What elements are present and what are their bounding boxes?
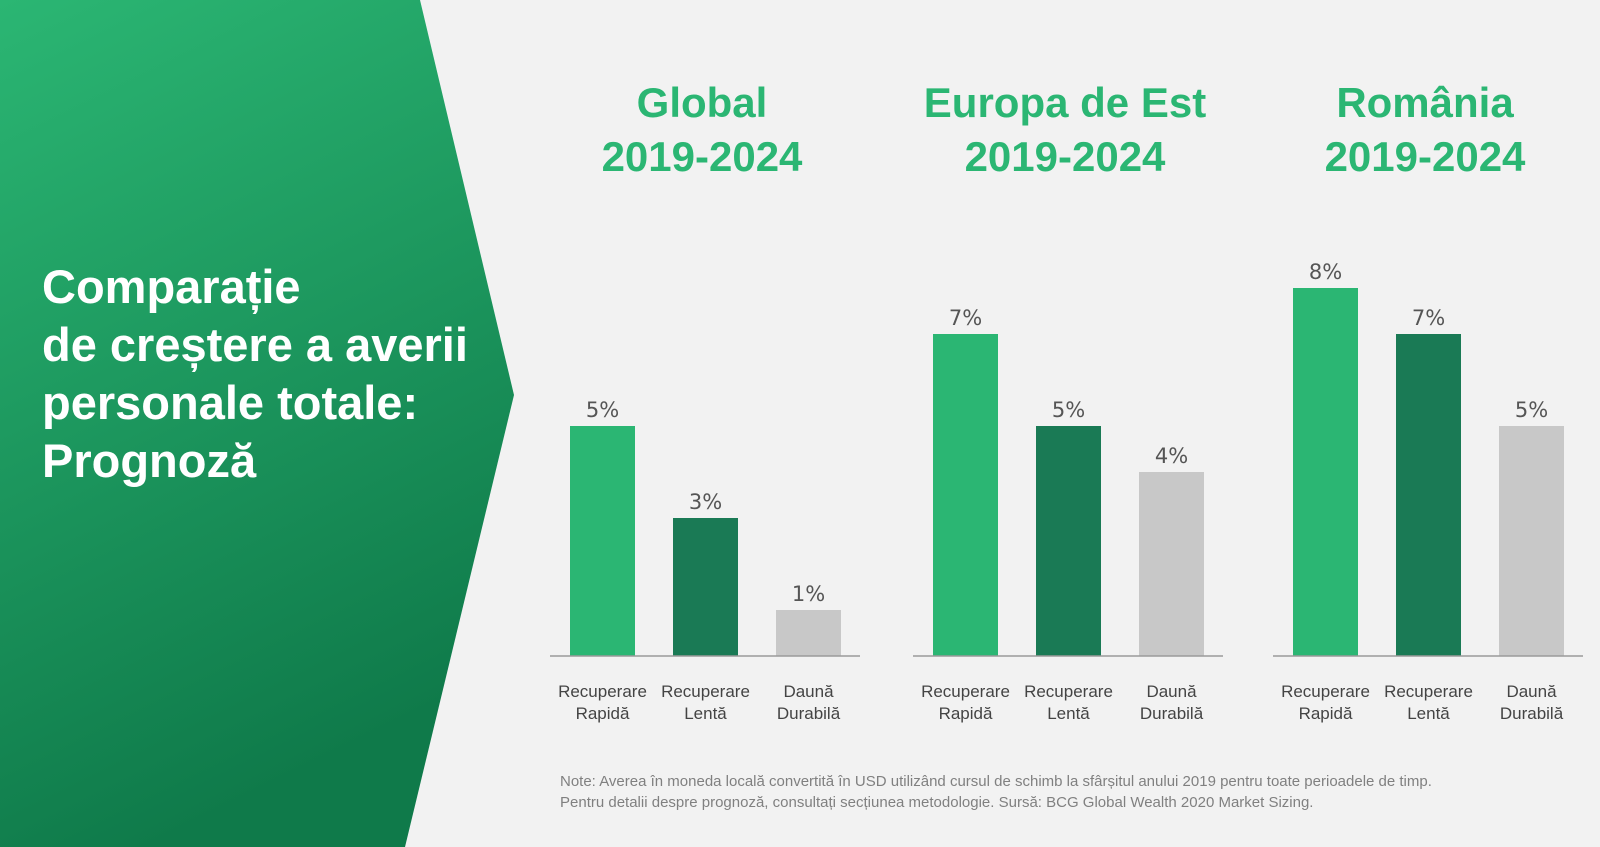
category-label: Durabilă — [1500, 704, 1564, 723]
bar — [570, 426, 635, 656]
data-label: 5% — [586, 398, 619, 422]
category-label: Recuperare — [1281, 682, 1370, 701]
data-label: 3% — [689, 490, 722, 514]
chart-subtitle: 2019-2024 — [602, 133, 803, 180]
chart-title: Europa de Est — [924, 79, 1206, 126]
chart-title: România — [1336, 79, 1514, 126]
bar — [1499, 426, 1564, 656]
category-label: Recuperare — [661, 682, 750, 701]
category-label: Rapidă — [1299, 704, 1353, 723]
side-panel: Comparație de creștere a averii personal… — [0, 0, 520, 847]
side-title-line: Comparație — [42, 260, 301, 313]
category-label: Lentă — [1047, 704, 1090, 723]
bar — [673, 518, 738, 656]
category-label: Rapidă — [939, 704, 993, 723]
bar — [1396, 334, 1461, 656]
category-label: Durabilă — [1140, 704, 1204, 723]
category-label: Recuperare — [1024, 682, 1113, 701]
data-label: 5% — [1515, 398, 1548, 422]
data-label: 1% — [792, 582, 825, 606]
category-label: Rapidă — [576, 704, 630, 723]
footnote-line: Pentru detalii despre prognoză, consulta… — [560, 794, 1314, 811]
category-label: Durabilă — [777, 704, 841, 723]
category-label: Recuperare — [1384, 682, 1473, 701]
bar — [1139, 472, 1204, 656]
side-title-line: personale totale: — [42, 376, 419, 429]
category-label: Lentă — [1407, 704, 1450, 723]
side-panel-arrow-shape — [0, 0, 514, 847]
footnote-line: Note: Averea în moneda locală convertită… — [560, 773, 1432, 790]
bar — [776, 610, 841, 656]
chart-subtitle: 2019-2024 — [965, 133, 1166, 180]
data-label: 8% — [1309, 260, 1342, 284]
category-label: Recuperare — [921, 682, 1010, 701]
category-label: Lentă — [684, 704, 727, 723]
category-label: Daună — [783, 682, 834, 701]
category-label: Daună — [1506, 682, 1557, 701]
chart-title: Global — [637, 79, 768, 126]
category-label: Recuperare — [558, 682, 647, 701]
footnote: Note: Averea în moneda locală convertită… — [560, 771, 1580, 813]
data-label: 5% — [1052, 398, 1085, 422]
side-title-line: de creștere a averii — [42, 318, 468, 371]
side-title-line: Prognoză — [42, 434, 257, 487]
chart-subtitle: 2019-2024 — [1325, 133, 1526, 180]
side-title: Comparație de creștere a averii personal… — [42, 258, 502, 490]
category-label: Daună — [1146, 682, 1197, 701]
bar — [933, 334, 998, 656]
data-label: 7% — [1412, 306, 1445, 330]
data-label: 4% — [1155, 444, 1188, 468]
data-label: 7% — [949, 306, 982, 330]
bar — [1293, 288, 1358, 656]
bar — [1036, 426, 1101, 656]
